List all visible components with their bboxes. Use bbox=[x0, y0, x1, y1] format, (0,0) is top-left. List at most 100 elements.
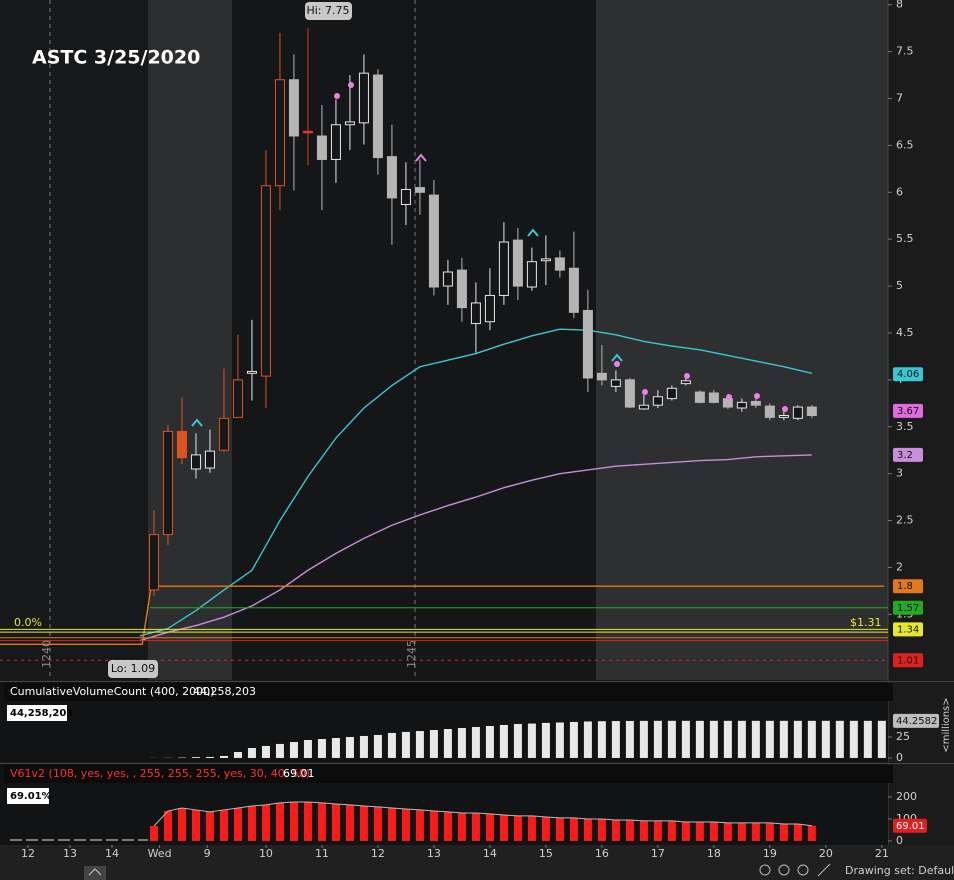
bar bbox=[499, 814, 508, 841]
bar bbox=[793, 824, 802, 841]
bar bbox=[387, 807, 396, 841]
bar bbox=[625, 820, 634, 841]
signal-caret bbox=[611, 353, 623, 362]
candle-body bbox=[512, 239, 523, 287]
candle-body bbox=[414, 187, 425, 193]
low-annotation: Lo: 1.09 bbox=[111, 662, 155, 675]
price-label: 3.67 bbox=[897, 406, 919, 417]
candle-body bbox=[582, 309, 593, 379]
y-tick-label: 7 bbox=[896, 91, 903, 104]
bar bbox=[527, 815, 536, 841]
bar bbox=[457, 728, 466, 758]
bar bbox=[373, 734, 382, 758]
bar bbox=[191, 809, 200, 841]
bar bbox=[723, 822, 732, 841]
x-tick-label: 14 bbox=[483, 847, 497, 860]
bar bbox=[737, 720, 746, 758]
candle-body bbox=[750, 400, 761, 406]
indicator-line bbox=[139, 328, 813, 637]
candle-body bbox=[540, 258, 551, 262]
bar bbox=[443, 729, 452, 758]
indicator-line bbox=[139, 454, 812, 642]
x-tick-label: 19 bbox=[763, 847, 777, 860]
bar bbox=[765, 720, 774, 758]
bar bbox=[401, 731, 410, 758]
bar bbox=[247, 747, 256, 758]
bar bbox=[681, 720, 690, 758]
session-shade bbox=[596, 0, 888, 680]
candle-body bbox=[722, 398, 733, 408]
badge-box bbox=[7, 788, 49, 804]
bar bbox=[149, 825, 158, 841]
y-tick-label: 4.5 bbox=[896, 326, 914, 339]
candle-body bbox=[232, 379, 243, 418]
price-label: 1.01 bbox=[897, 655, 919, 666]
session-shade bbox=[232, 0, 596, 680]
bar bbox=[625, 720, 634, 758]
candle-body bbox=[708, 392, 719, 403]
zoom-icon[interactable] bbox=[759, 864, 771, 876]
x-tick-label: 13 bbox=[427, 847, 441, 860]
bar bbox=[723, 720, 732, 758]
zoom-icon[interactable] bbox=[778, 864, 790, 876]
pane-divider bbox=[0, 681, 954, 682]
pane-title: CumulativeVolumeCount (400, 2000) bbox=[10, 685, 214, 698]
bar bbox=[751, 720, 760, 758]
candle-body bbox=[610, 379, 621, 387]
percent-annotation: 0.0% bbox=[14, 616, 42, 629]
bar bbox=[737, 822, 746, 841]
scroll-button[interactable] bbox=[84, 866, 106, 880]
pane-badge: 69.01% bbox=[10, 791, 52, 802]
candle-body bbox=[624, 379, 635, 408]
bar bbox=[303, 740, 312, 758]
bar bbox=[177, 807, 186, 841]
bar bbox=[541, 816, 550, 841]
bar bbox=[681, 822, 690, 841]
signal-dot bbox=[348, 82, 354, 88]
candle-body bbox=[260, 185, 271, 377]
bar bbox=[835, 720, 844, 758]
bar bbox=[387, 732, 396, 758]
pane-title: V61v2 (108, yes, yes, , 255, 255, 255, y… bbox=[10, 767, 310, 780]
candle-body bbox=[568, 267, 579, 313]
bar bbox=[667, 820, 676, 841]
price-label-box bbox=[893, 653, 923, 668]
price-label-box bbox=[893, 600, 923, 615]
bar bbox=[527, 723, 536, 758]
zoom-icon[interactable] bbox=[797, 864, 809, 876]
candle-body bbox=[316, 135, 327, 160]
candle-body bbox=[736, 401, 747, 409]
bar bbox=[289, 802, 298, 841]
bar bbox=[163, 811, 172, 841]
bar bbox=[317, 802, 326, 841]
bar-outline bbox=[153, 801, 812, 827]
bar bbox=[359, 805, 368, 841]
bar bbox=[485, 813, 494, 841]
x-tick-label: 18 bbox=[707, 847, 721, 860]
candle-body bbox=[190, 454, 201, 470]
candle-body bbox=[358, 72, 369, 124]
price-label-box bbox=[893, 579, 923, 594]
x-tick-label: 9 bbox=[204, 847, 211, 860]
bar bbox=[219, 755, 228, 758]
price-label-box bbox=[893, 403, 923, 418]
bar bbox=[317, 738, 326, 758]
candle-body bbox=[680, 380, 691, 385]
draw-icon[interactable] bbox=[817, 863, 831, 877]
x-tick-label: 12 bbox=[21, 847, 35, 860]
candle-body bbox=[666, 387, 677, 400]
bar bbox=[429, 811, 438, 841]
last-value-box bbox=[893, 713, 939, 728]
bar bbox=[569, 721, 578, 758]
signal-caret bbox=[527, 228, 539, 237]
bar bbox=[555, 817, 564, 841]
bar bbox=[555, 722, 564, 758]
bar bbox=[793, 720, 802, 758]
bar bbox=[499, 724, 508, 758]
bar bbox=[569, 817, 578, 841]
bar bbox=[807, 825, 816, 841]
price-label: 3.2 bbox=[897, 450, 913, 461]
candle-body bbox=[330, 124, 341, 160]
signal-dot bbox=[642, 389, 648, 395]
